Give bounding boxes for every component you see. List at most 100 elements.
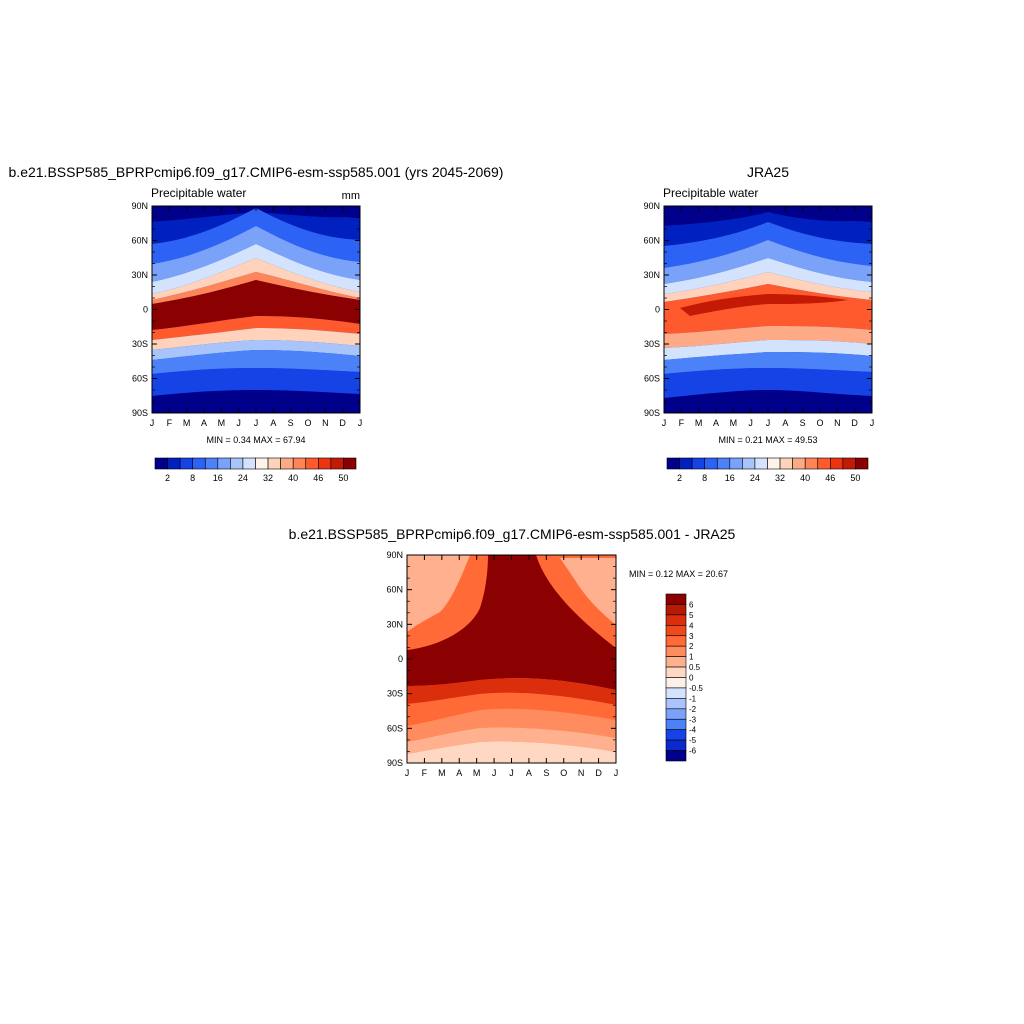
x-tick-label: M — [183, 418, 191, 428]
x-tick-label: F — [422, 768, 428, 778]
band-equator — [664, 284, 872, 334]
colorbar-box — [767, 457, 781, 470]
band-south-orange — [664, 326, 872, 348]
band-north-mid — [664, 222, 872, 268]
band-north-pale — [664, 258, 872, 294]
panel-a-field — [152, 206, 360, 413]
colorbar-box — [665, 666, 687, 678]
colorbar-label: 16 — [725, 473, 735, 483]
colorbar-label: -1 — [689, 694, 697, 703]
colorbar-label: 8 — [702, 473, 707, 483]
panel-b-field — [664, 206, 872, 413]
colorbar-box — [665, 625, 687, 637]
panel-c: b.e21.BSSP585_BPRPcmip6.f09_g17.CMIP6-es… — [289, 526, 736, 778]
colorbar-box — [292, 457, 307, 470]
x-tick-label: M — [438, 768, 446, 778]
panel-b-colorbar: 2 8 16 24 32 40 46 50 — [666, 457, 869, 483]
colorbar-box — [665, 593, 687, 605]
colorbar-box — [754, 457, 768, 470]
x-tick-label: J — [150, 418, 155, 428]
panel-b-stats: MIN = 0.21 MAX = 49.53 — [718, 435, 817, 445]
y-tick-label: 60N — [643, 236, 660, 246]
band-north-high — [664, 212, 872, 246]
colorbar-label: -0.5 — [689, 684, 703, 693]
band-north-mid — [152, 208, 360, 264]
band-south-mid — [664, 368, 872, 398]
band-south-light — [152, 350, 360, 374]
colorbar-box — [179, 457, 193, 470]
x-tick-label: N — [322, 418, 329, 428]
band-north-light — [664, 240, 872, 284]
colorbar-box — [665, 635, 687, 647]
x-tick-label: A — [782, 418, 788, 428]
panel-a-colorbar: 2 8 16 24 32 40 46 50 — [154, 457, 357, 483]
x-tick-label: J — [509, 768, 514, 778]
colorbar-label: 24 — [238, 473, 248, 483]
colorbar-box — [343, 457, 357, 470]
y-tick-label: 30N — [386, 619, 403, 629]
y-tick-label: 30S — [644, 339, 660, 349]
x-tick-label: S — [288, 418, 294, 428]
band-south-pole — [664, 390, 872, 413]
colorbar-label: 2 — [677, 473, 682, 483]
y-tick-label: 90S — [644, 408, 660, 418]
colorbar-label: 46 — [825, 473, 835, 483]
y-tick-label: 0 — [398, 654, 403, 664]
x-tick-label: J — [405, 768, 410, 778]
colorbar-box — [267, 457, 281, 470]
x-tick-label: M — [473, 768, 481, 778]
colorbar-label: -5 — [689, 736, 697, 745]
colorbar-box — [665, 656, 687, 668]
colorbar-box — [255, 457, 269, 470]
colorbar-box — [665, 687, 687, 699]
panel-b-subtitle: Precipitable water — [663, 186, 758, 200]
x-tick-label: N — [578, 768, 585, 778]
colorbar-box — [665, 677, 687, 689]
colorbar-box — [704, 457, 718, 470]
colorbar-label: 24 — [750, 473, 760, 483]
colorbar-label: 40 — [800, 473, 810, 483]
y-tick-label: 60N — [386, 585, 403, 595]
colorbar-box — [665, 698, 687, 710]
y-tick-label: 0 — [655, 305, 660, 315]
colorbar-box — [154, 457, 168, 470]
band-south-mid — [152, 368, 360, 396]
x-tick-label: F — [679, 418, 685, 428]
colorbar-box — [230, 457, 244, 470]
band-south-pale — [664, 340, 872, 360]
x-tick-label: S — [543, 768, 549, 778]
panel-a-subtitle: Precipitable water — [151, 186, 246, 200]
y-tick-label: 30S — [132, 339, 148, 349]
panel-a: b.e21.BSSP585_BPRPcmip6.f09_g17.CMIP6-es… — [9, 164, 504, 483]
colorbar-box — [817, 457, 831, 470]
colorbar-label: 46 — [313, 473, 323, 483]
panel-c-colorbar: 6 54 32 10.5 0-0.5-1 -2-3 -4-5 -6 — [665, 593, 703, 762]
colorbar-box — [665, 739, 687, 751]
colorbar-box — [804, 457, 819, 470]
colorbar-label: -3 — [689, 715, 697, 724]
colorbar-box — [167, 457, 181, 470]
x-tick-label: A — [526, 768, 532, 778]
colorbar-label: 32 — [775, 473, 785, 483]
band-south-pole — [152, 390, 360, 413]
x-tick-label: O — [560, 768, 567, 778]
colorbar-box — [665, 750, 687, 762]
x-tick-label: F — [167, 418, 173, 428]
colorbar-label: 1 — [689, 653, 694, 662]
band-north-peach — [664, 272, 872, 302]
colorbar-box — [330, 457, 344, 470]
panel-a-title: b.e21.BSSP585_BPRPcmip6.f09_g17.CMIP6-es… — [9, 164, 504, 180]
x-tick-label: J — [870, 418, 875, 428]
band-south-pole — [407, 741, 616, 763]
colorbar-box — [691, 457, 705, 470]
y-tick-label: 30S — [387, 689, 403, 699]
x-tick-label: J — [236, 418, 241, 428]
panel-c-stats: MIN = 0.12 MAX = 20.67 — [629, 569, 728, 579]
y-tick-label: 90N — [643, 201, 660, 211]
colorbar-box — [280, 457, 294, 470]
colorbar-label: 50 — [338, 473, 348, 483]
y-tick-label: 60S — [644, 374, 660, 384]
